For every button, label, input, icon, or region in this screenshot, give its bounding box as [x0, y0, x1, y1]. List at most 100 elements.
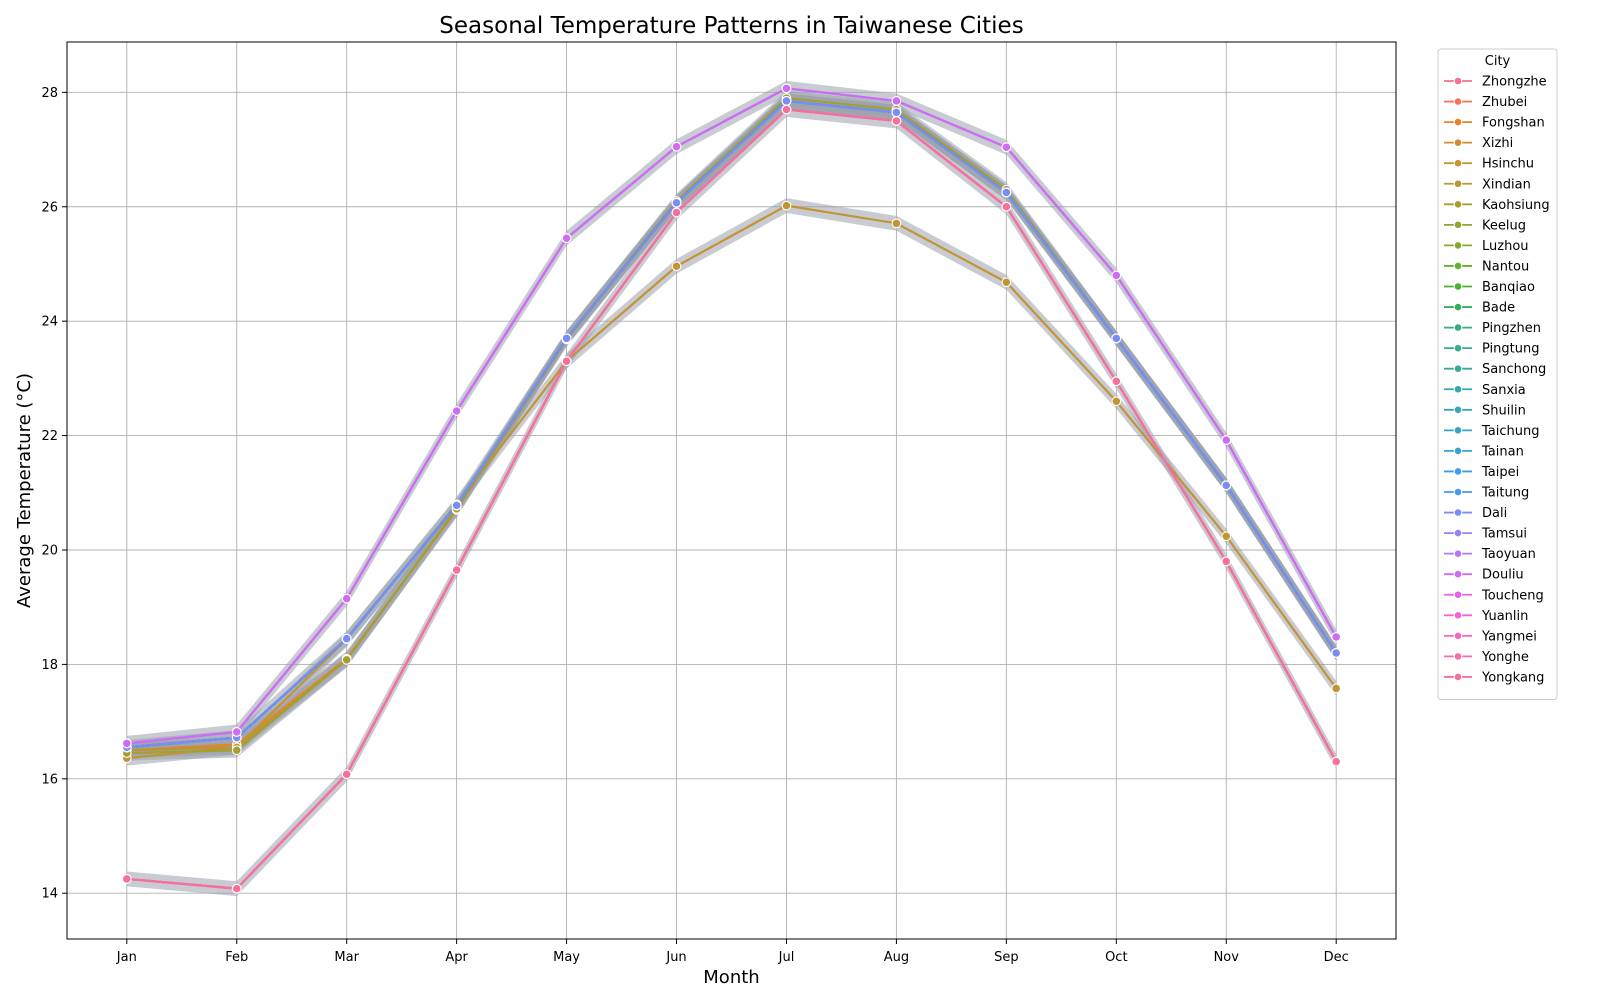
legend-marker	[1453, 569, 1463, 579]
legend-marker	[1453, 241, 1463, 250]
data-point	[341, 654, 352, 665]
legend-label: Xindian	[1482, 177, 1531, 192]
legend-marker	[1453, 549, 1463, 558]
legend: City Zhongzhe Zhubei Fongshan Xizhi Hsinchu X…	[1437, 48, 1558, 700]
legend-label: Taitung	[1481, 486, 1529, 501]
legend-item: Dali	[1444, 506, 1507, 521]
legend-marker	[1453, 179, 1463, 189]
legend-item: Sanchong	[1444, 362, 1546, 377]
x-tick-label: Jul	[778, 950, 795, 965]
legend-label: Xizhi	[1482, 136, 1513, 151]
legend-item: Kaohsiung	[1444, 198, 1550, 213]
data-point	[1111, 396, 1122, 407]
y-tick-label: 24	[41, 315, 58, 330]
x-tick-label: Dec	[1324, 950, 1349, 965]
x-axis-title: Month	[703, 967, 759, 988]
legend-marker	[1453, 364, 1463, 374]
data-point	[341, 593, 352, 604]
legend-item: Douliu	[1444, 568, 1524, 583]
legend-box	[1437, 48, 1558, 700]
data-point	[561, 356, 572, 367]
y-tick-label: 18	[41, 658, 58, 673]
data-point	[341, 633, 352, 644]
legend-item: Yuanlin	[1444, 609, 1528, 624]
legend-item: Taichung	[1444, 424, 1539, 439]
legend-item: Pingtung	[1444, 342, 1539, 357]
legend-marker	[1453, 76, 1463, 86]
y-tick-label: 26	[41, 200, 58, 215]
x-tick-label: Aug	[884, 950, 909, 965]
legend-label: Fongshan	[1482, 116, 1545, 131]
legend-item: Bade	[1444, 301, 1515, 316]
data-point	[891, 96, 902, 106]
legend-label: Douliu	[1482, 568, 1524, 583]
x-tick-label: Sep	[994, 950, 1019, 965]
legend-item: Yongkang	[1444, 670, 1544, 685]
legend-label: Tamsui	[1481, 527, 1527, 542]
data-point	[671, 207, 682, 218]
data-point	[891, 218, 902, 229]
legend-item: Banqiao	[1444, 280, 1535, 295]
legend-marker	[1453, 631, 1463, 641]
series-line	[126, 108, 1338, 890]
legend-label: Shuilin	[1482, 403, 1526, 418]
series-points	[121, 83, 1342, 894]
legend-label: Bade	[1482, 301, 1515, 316]
legend-marker	[1453, 487, 1463, 497]
legend-item: Xindian	[1444, 177, 1531, 192]
data-point	[671, 141, 682, 152]
data-point	[1001, 187, 1012, 198]
legend-marker	[1453, 158, 1463, 168]
legend-marker	[1453, 282, 1463, 291]
data-point	[891, 116, 902, 126]
data-point	[781, 96, 792, 106]
legend-item: Hsinchu	[1444, 157, 1534, 172]
legend-label: Banqiao	[1482, 280, 1535, 295]
legend-label: Pingtung	[1482, 342, 1539, 357]
x-tick-label: Jan	[116, 950, 137, 965]
legend-item: Taoyuan	[1444, 547, 1536, 562]
y-tick-label: 16	[41, 772, 58, 787]
legend-marker	[1453, 446, 1463, 456]
data-point	[1331, 683, 1342, 694]
legend-label: Taichung	[1481, 424, 1539, 439]
legend-label: Yangmei	[1481, 629, 1537, 644]
data-point	[231, 745, 242, 756]
data-point	[1221, 435, 1232, 446]
data-point	[1221, 556, 1232, 567]
legend-marker	[1453, 405, 1463, 415]
y-axis-ticks: 14 16 18 20 22 24 26 28	[41, 86, 67, 902]
legend-item: Taitung	[1444, 486, 1529, 501]
data-point	[561, 333, 572, 344]
legend-item: Yonghe	[1444, 650, 1529, 665]
legend-marker	[1453, 590, 1463, 600]
x-tick-label: Jun	[665, 950, 686, 965]
legend-marker	[1453, 261, 1463, 271]
legend-marker	[1453, 138, 1463, 147]
data-point	[1221, 531, 1232, 542]
legend-marker	[1453, 323, 1463, 332]
series-line	[126, 204, 1338, 760]
legend-label: Yonghe	[1481, 650, 1529, 665]
legend-item: Fongshan	[1444, 116, 1545, 131]
grid-lines	[67, 42, 1396, 939]
legend-label: Toucheng	[1481, 588, 1544, 603]
y-tick-label: 20	[41, 543, 58, 558]
x-tick-label: May	[553, 950, 580, 965]
legend-label: Zhongzhe	[1482, 75, 1547, 90]
legend-label: Sanxia	[1482, 383, 1526, 398]
data-point	[781, 83, 792, 94]
chart-title: Seasonal Temperature Patterns in Taiwane…	[439, 13, 1023, 39]
data-point	[231, 727, 242, 737]
legend-title: City	[1485, 54, 1511, 69]
legend-label: Taipei	[1481, 465, 1519, 480]
plot-frame	[66, 41, 1397, 940]
legend-marker	[1453, 611, 1463, 620]
legend-item: Toucheng	[1444, 588, 1544, 603]
data-point	[671, 197, 682, 208]
legend-marker	[1453, 343, 1463, 353]
data-point	[1001, 201, 1012, 212]
series-line	[126, 87, 1338, 745]
y-tick-label: 22	[41, 429, 58, 444]
